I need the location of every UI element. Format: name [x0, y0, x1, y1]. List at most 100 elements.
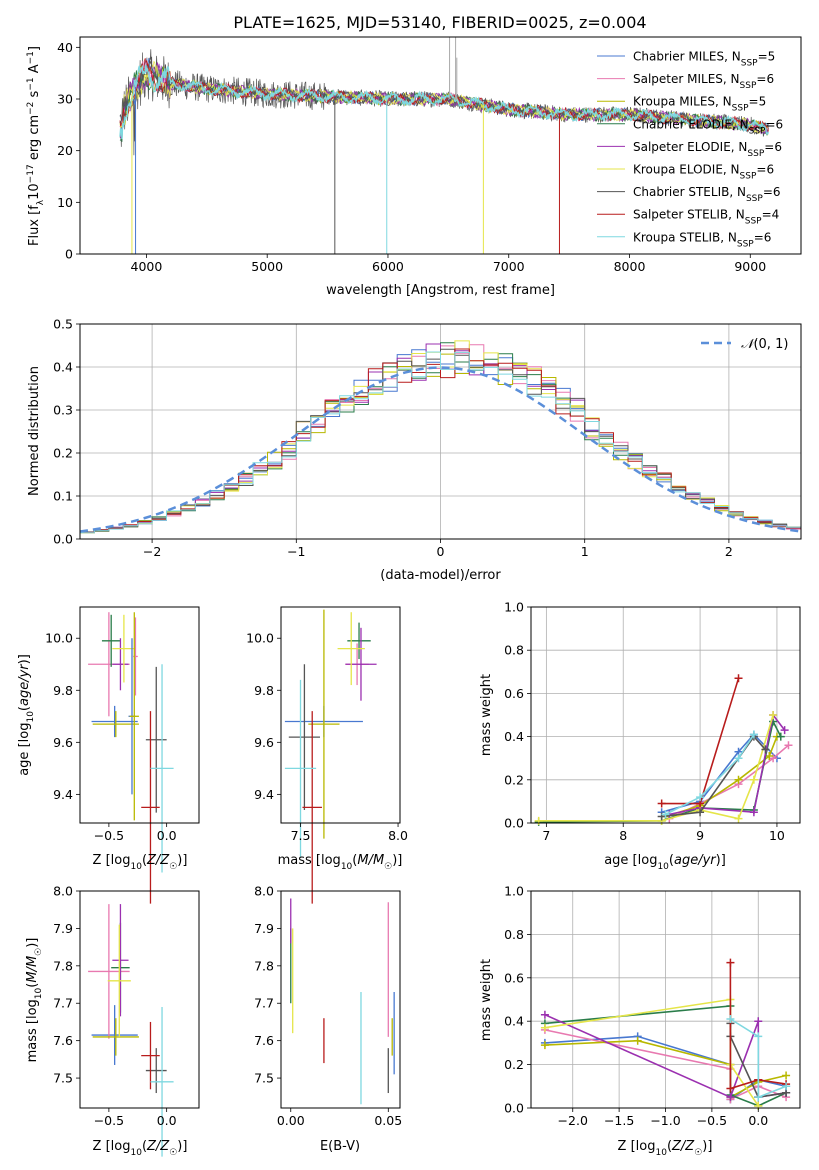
series-marker-kroupa_stelib: [726, 1015, 735, 1024]
plot-area: [290, 898, 395, 1105]
series-marker-kroupa_miles: [633, 1036, 642, 1045]
series-marker-kroupa_stelib: [696, 793, 705, 802]
x-tick-label: −0.5: [94, 828, 124, 843]
y-axis-label: Flux [fλ10−17 erg cm−2 s−1 A−1]: [26, 46, 46, 246]
axes-frame: [280, 606, 401, 824]
y-tick-label: 30: [57, 92, 73, 107]
y-tick-label: 0.2: [504, 772, 524, 787]
x-axis-label: Z [log10(Z/Z☉)]: [618, 1139, 713, 1158]
y-tick-label: 0.0: [504, 1101, 524, 1116]
y-tick-label: 8.0: [53, 884, 73, 899]
x-tick-label: 8: [619, 828, 627, 843]
y-tick-label: 9.6: [53, 735, 73, 750]
y-tick-label: 0.8: [504, 643, 524, 658]
series-marker-kroupa_stelib: [782, 1082, 791, 1091]
legend-label: Kroupa STELIB, NSSP=6: [633, 230, 771, 249]
series-marker-salpeter_elodie: [540, 1010, 549, 1019]
legend-label: Kroupa ELODIE, NSSP=6: [633, 163, 774, 182]
x-tick-label: −1.5: [604, 1113, 634, 1128]
y-tick-label: 0.3: [53, 403, 73, 418]
y-axis-label: mass weight: [479, 674, 494, 756]
series-marker-kroupa_stelib: [734, 754, 743, 763]
y-tick-label: 7.5: [254, 1071, 274, 1086]
axes-frame: [530, 606, 801, 824]
x-tick-label: 5000: [251, 259, 283, 274]
histogram-kroupa_stelib: [80, 351, 801, 535]
series-marker-salpeter_elodie: [780, 726, 789, 735]
series-marker-salpeter_stelib: [734, 674, 743, 683]
y-axis-label: mass [log10(M/M☉)]: [25, 938, 44, 1063]
series-marker-kroupa_elodie: [769, 711, 778, 719]
x-tick-label: 6000: [372, 259, 404, 274]
y-tick-label: 10.0: [246, 631, 274, 646]
series-marker-salpeter_elodie: [726, 1093, 735, 1102]
x-axis-label: Z [log10(Z/Z☉)]: [93, 853, 188, 872]
x-tick-label: 2: [725, 544, 733, 559]
x-axis-label: mass [log10(M/M☉)]: [278, 853, 403, 872]
series-marker-kroupa_elodie: [534, 816, 543, 825]
series-line-chabrier_miles: [661, 733, 778, 813]
y-tick-label: 0: [65, 247, 73, 262]
legend-label: Salpeter ELODIE, NSSP=6: [633, 140, 782, 159]
series-marker-salpeter_stelib: [657, 799, 666, 808]
axes-frame: [79, 890, 200, 1109]
series-marker-chabrier_stelib: [696, 808, 705, 817]
y-tick-label: 7.6: [53, 1033, 73, 1048]
plot-area: [540, 958, 791, 1110]
x-tick-label: 10: [769, 828, 785, 843]
x-tick-label: 4000: [131, 259, 163, 274]
x-tick-label: −1.0: [650, 1113, 680, 1128]
series-marker-kroupa_elodie: [749, 775, 758, 784]
series-marker-salpeter_stelib: [726, 958, 735, 967]
x-tick-label: 7.5: [291, 828, 311, 843]
y-tick-label: 20: [57, 143, 73, 158]
y-tick-label: 40: [57, 40, 73, 55]
x-tick-label: 7000: [493, 259, 525, 274]
y-tick-label: 10: [57, 195, 73, 210]
y-tick-label: 0.6: [504, 686, 524, 701]
series-line-salpeter_stelib: [729, 962, 787, 1090]
y-tick-label: 7.9: [254, 921, 274, 936]
y-axis-label: Normed distribution: [27, 366, 42, 496]
series-line-kroupa_stelib: [729, 1018, 787, 1099]
series-marker-salpeter_elodie: [754, 1017, 763, 1026]
axes-frame: [79, 323, 802, 540]
y-tick-label: 7.8: [53, 958, 73, 973]
legend-label: Kroupa MILES, NSSP=5: [633, 95, 766, 114]
y-tick-label: 8.0: [254, 884, 274, 899]
panel-age_vs_mass: 7.5 8.0 9.4 9.6 9.8 10.0 mass [log10(M/M☉)]: [246, 606, 408, 904]
x-tick-label: 0.00: [277, 1113, 305, 1128]
x-tick-label: 0.0: [157, 1113, 177, 1128]
x-axis-label: Z [log10(Z/Z☉)]: [93, 1139, 188, 1158]
y-tick-label: 0.2: [53, 446, 73, 461]
y-tick-label: 9.8: [254, 683, 274, 698]
series-marker-kroupa_elodie: [734, 814, 743, 823]
plot-area: [534, 674, 793, 826]
series-marker-kroupa_elodie: [540, 1023, 549, 1032]
series-line-kroupa_elodie: [538, 714, 774, 822]
y-tick-label: 0.2: [504, 1057, 524, 1072]
model-spectrum-kroupa_stelib: [119, 64, 770, 140]
normal-curve: [80, 366, 801, 533]
series-marker-salpeter_miles: [784, 741, 793, 750]
series-marker-kroupa_miles: [734, 775, 743, 784]
y-tick-label: 0.4: [504, 1014, 524, 1029]
x-tick-label: −0.5: [697, 1113, 727, 1128]
series-marker-salpeter_elodie: [749, 808, 758, 817]
legend-label: Chabrier MILES, NSSP=5: [633, 50, 775, 69]
series-marker-chabrier_elodie: [776, 732, 785, 741]
x-tick-label: 0: [437, 544, 445, 559]
plot-area: [119, 37, 770, 254]
x-axis-label: (data-model)/error: [380, 568, 501, 583]
x-tick-label: 0.0: [748, 1113, 768, 1128]
series-marker-kroupa_miles: [540, 1041, 549, 1050]
legend-label: 𝒩(0, 1): [741, 337, 788, 352]
y-tick-label: 9.4: [53, 787, 73, 802]
series-marker-kroupa_miles: [782, 1071, 791, 1080]
x-axis-label: age [log10(age/yr)]: [604, 853, 726, 872]
series-line-chabrier_stelib: [661, 735, 766, 818]
y-tick-label: 7.7: [53, 996, 73, 1011]
y-tick-label: 10.0: [45, 631, 73, 646]
y-tick-label: 9.6: [254, 735, 274, 750]
series-line-salpeter_elodie: [669, 713, 786, 816]
